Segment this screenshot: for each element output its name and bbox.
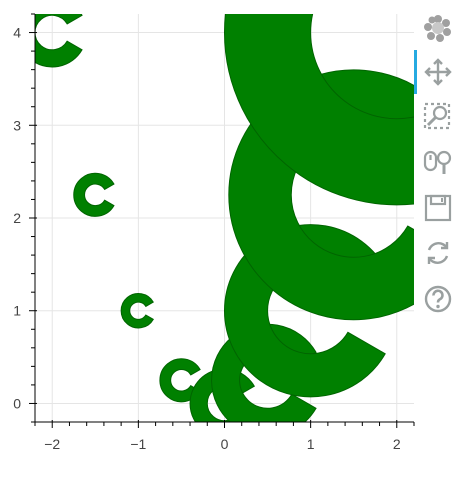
wheel-zoom-icon[interactable] (422, 146, 454, 178)
x-tick-label: −1 (130, 436, 146, 452)
y-tick-label: 2 (13, 210, 21, 226)
y-tick-label: 3 (13, 117, 21, 133)
annular-wedge-point (35, 14, 83, 68)
x-tick-label: 2 (393, 436, 401, 452)
reset-icon[interactable] (422, 237, 454, 269)
x-tick-label: −2 (44, 436, 60, 452)
annular-wedge-point (224, 14, 414, 206)
box-zoom-icon[interactable] (422, 101, 454, 133)
active-tool-indicator (414, 50, 417, 94)
glyph-layer (35, 14, 414, 422)
help-icon[interactable] (422, 283, 454, 315)
x-tick-label: 0 (221, 436, 229, 452)
y-tick-label: 0 (13, 395, 21, 411)
x-tick-label: 1 (307, 436, 315, 452)
save-icon[interactable] (422, 192, 454, 224)
axes: −2 −1 0 1 2 0 1 2 3 4 (13, 13, 415, 452)
pan-icon[interactable] (422, 56, 454, 88)
toolbar (414, 8, 458, 328)
bokeh-logo-icon[interactable] (422, 12, 454, 44)
y-tick-label: 1 (13, 303, 21, 319)
annular-wedge-point (120, 293, 154, 329)
annular-wedge-point (73, 172, 115, 217)
y-tick-label: 4 (13, 25, 21, 41)
